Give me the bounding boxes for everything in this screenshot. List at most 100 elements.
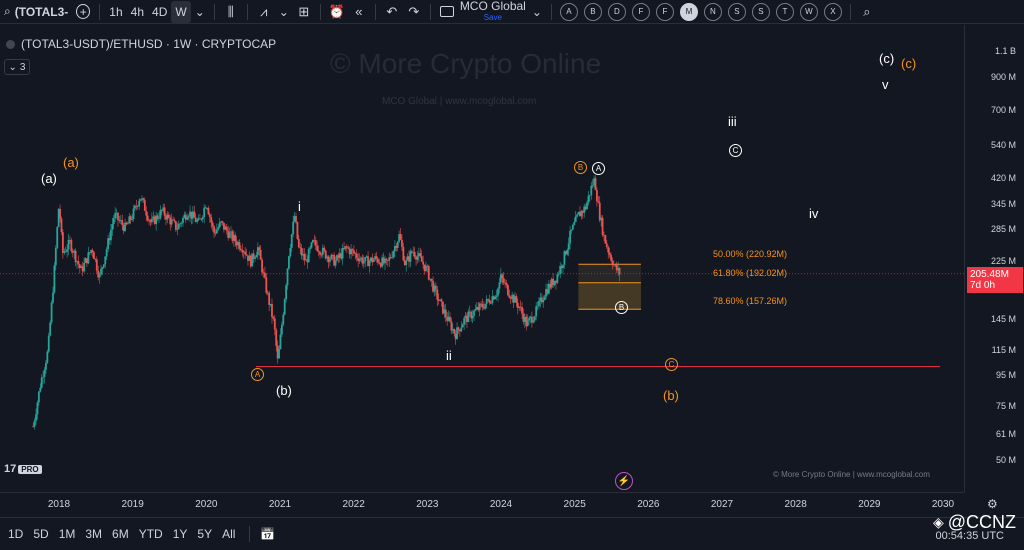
chart-legend[interactable]: (TOTAL3-USDT)/ETHUSD · 1W · CRYPTOCAP [6, 37, 276, 51]
candle-body [93, 252, 95, 260]
utc-clock[interactable]: 00:54:35 UTC [935, 530, 1004, 542]
candle-body [295, 216, 297, 223]
range-1d-button[interactable]: 1D [8, 527, 24, 541]
range-3m-button[interactable]: 3M [85, 527, 103, 541]
candle-body [306, 259, 309, 263]
candle-body [36, 402, 39, 415]
price-chart[interactable] [0, 25, 964, 492]
candle-body [512, 294, 515, 303]
range-all-button[interactable]: All [222, 527, 236, 541]
candle-body [87, 252, 90, 264]
candle-body [449, 316, 451, 322]
wave-tool-s-button[interactable]: S [727, 2, 746, 21]
range-ytd-button[interactable]: YTD [138, 527, 163, 541]
candle-body [482, 307, 485, 309]
price-tick: 540 M [990, 139, 1016, 150]
range-1m-button[interactable]: 1M [58, 527, 76, 541]
candle-body [409, 251, 412, 262]
tradingview-logo[interactable]: 17 PRO [4, 463, 42, 475]
candle-body [46, 351, 49, 363]
wave-tool-w-button[interactable]: W [799, 2, 818, 21]
wave-tool-n-button[interactable]: N [703, 2, 722, 21]
interval-4h[interactable]: 4h [130, 4, 145, 19]
replay-button[interactable]: « [348, 1, 370, 23]
candle-body [450, 321, 453, 331]
candle-body [345, 246, 348, 248]
candle-body [35, 414, 37, 421]
candle-body [67, 239, 70, 250]
price-axis[interactable]: 1.1 B 900 M 700 M 540 M 420 M 345 M 285 M 225 M… [964, 25, 1024, 492]
wave-circle-a-orange: A [251, 368, 264, 381]
wave-tool-f-button[interactable]: F [631, 2, 650, 21]
layout-selector[interactable]: MCO Global Save ⌄ [436, 0, 546, 23]
wave-tool-f-button[interactable]: F [655, 2, 674, 21]
time-tick: 2026 [637, 499, 660, 510]
candle-body [149, 220, 152, 223]
indicator-badge-icon[interactable]: ⚡ [615, 472, 633, 490]
candle-body [52, 292, 54, 303]
candle-body [344, 246, 347, 249]
candle-body [576, 214, 579, 217]
candle-body [330, 254, 333, 260]
candle-body [266, 292, 269, 294]
candle-body [564, 251, 567, 255]
candle-body [495, 295, 498, 297]
layouts-button[interactable]: ⊞ [293, 1, 315, 23]
wave-tool-m-button[interactable]: M [679, 2, 698, 21]
range-5d-button[interactable]: 5D [33, 527, 49, 541]
divider [849, 3, 851, 20]
wave-label-a-white: (a) [41, 171, 57, 186]
candle-body [433, 285, 436, 292]
candle-body [148, 220, 150, 221]
candle-body [251, 253, 254, 267]
candle-body [134, 205, 136, 209]
wave-tool-t-button[interactable]: T [775, 2, 794, 21]
candle-body [386, 260, 389, 262]
chart-type-button[interactable]: ⫼ [220, 1, 242, 23]
candle-body [187, 216, 190, 218]
wave-label-iii: iii [728, 114, 737, 129]
candle-body [466, 315, 468, 323]
wave-tool-d-button[interactable]: D [607, 2, 626, 21]
candle-body [54, 247, 57, 266]
candle-body [382, 257, 385, 264]
price-tick: 145 M [990, 313, 1016, 324]
gear-icon[interactable]: ⚙ [987, 497, 998, 511]
candle-body [40, 377, 43, 388]
redo-button[interactable]: ↷ [403, 1, 425, 23]
legend-collapse-button[interactable]: ⌄ 3 [4, 59, 30, 75]
indicators-button[interactable]: ⩘ [253, 1, 275, 23]
wave-tool-x-button[interactable]: X [823, 2, 842, 21]
candle-body [64, 251, 67, 253]
interval-w[interactable]: W [171, 0, 191, 23]
wave-tool-a-button[interactable]: A [559, 2, 578, 21]
fib-zone-upper [578, 264, 641, 283]
wave-tool-b-button[interactable]: B [583, 2, 602, 21]
candle-body [392, 251, 395, 257]
date-range-icon[interactable]: 📅 [260, 527, 276, 541]
candle-body [453, 328, 456, 334]
alert-button[interactable]: ⏰ [326, 1, 348, 23]
time-axis[interactable]: 2018 2019 2020 2021 2022 2023 2024 2025 2026 2027… [0, 492, 964, 516]
wave-label-c-orange: (c) [901, 56, 917, 71]
quick-search-button[interactable]: ⌕ [856, 1, 878, 23]
range-1y-button[interactable]: 1Y [172, 527, 188, 541]
candle-body [420, 256, 423, 262]
candle-body [557, 273, 560, 275]
interval-1h[interactable]: 1h [109, 4, 123, 19]
range-6m-button[interactable]: 6M [112, 527, 129, 541]
symbol-search[interactable]: ⌕ (TOTAL3- [0, 1, 72, 23]
candle-body [522, 313, 525, 322]
price-tick: 1.1 B [994, 45, 1016, 56]
range-5y-button[interactable]: 5Y [197, 527, 213, 541]
wave-tool-s-button[interactable]: S [751, 2, 770, 21]
interval-dropdown[interactable]: ⌄ [191, 1, 209, 23]
candle-body [491, 296, 494, 304]
candle-body [158, 218, 160, 220]
divider [550, 3, 552, 20]
indicators-dropdown[interactable]: ⌄ [275, 1, 293, 23]
candle-body [502, 278, 505, 283]
undo-button[interactable]: ↶ [381, 1, 403, 23]
add-symbol-button[interactable]: + [72, 1, 94, 23]
interval-4d[interactable]: 4D [152, 4, 168, 19]
